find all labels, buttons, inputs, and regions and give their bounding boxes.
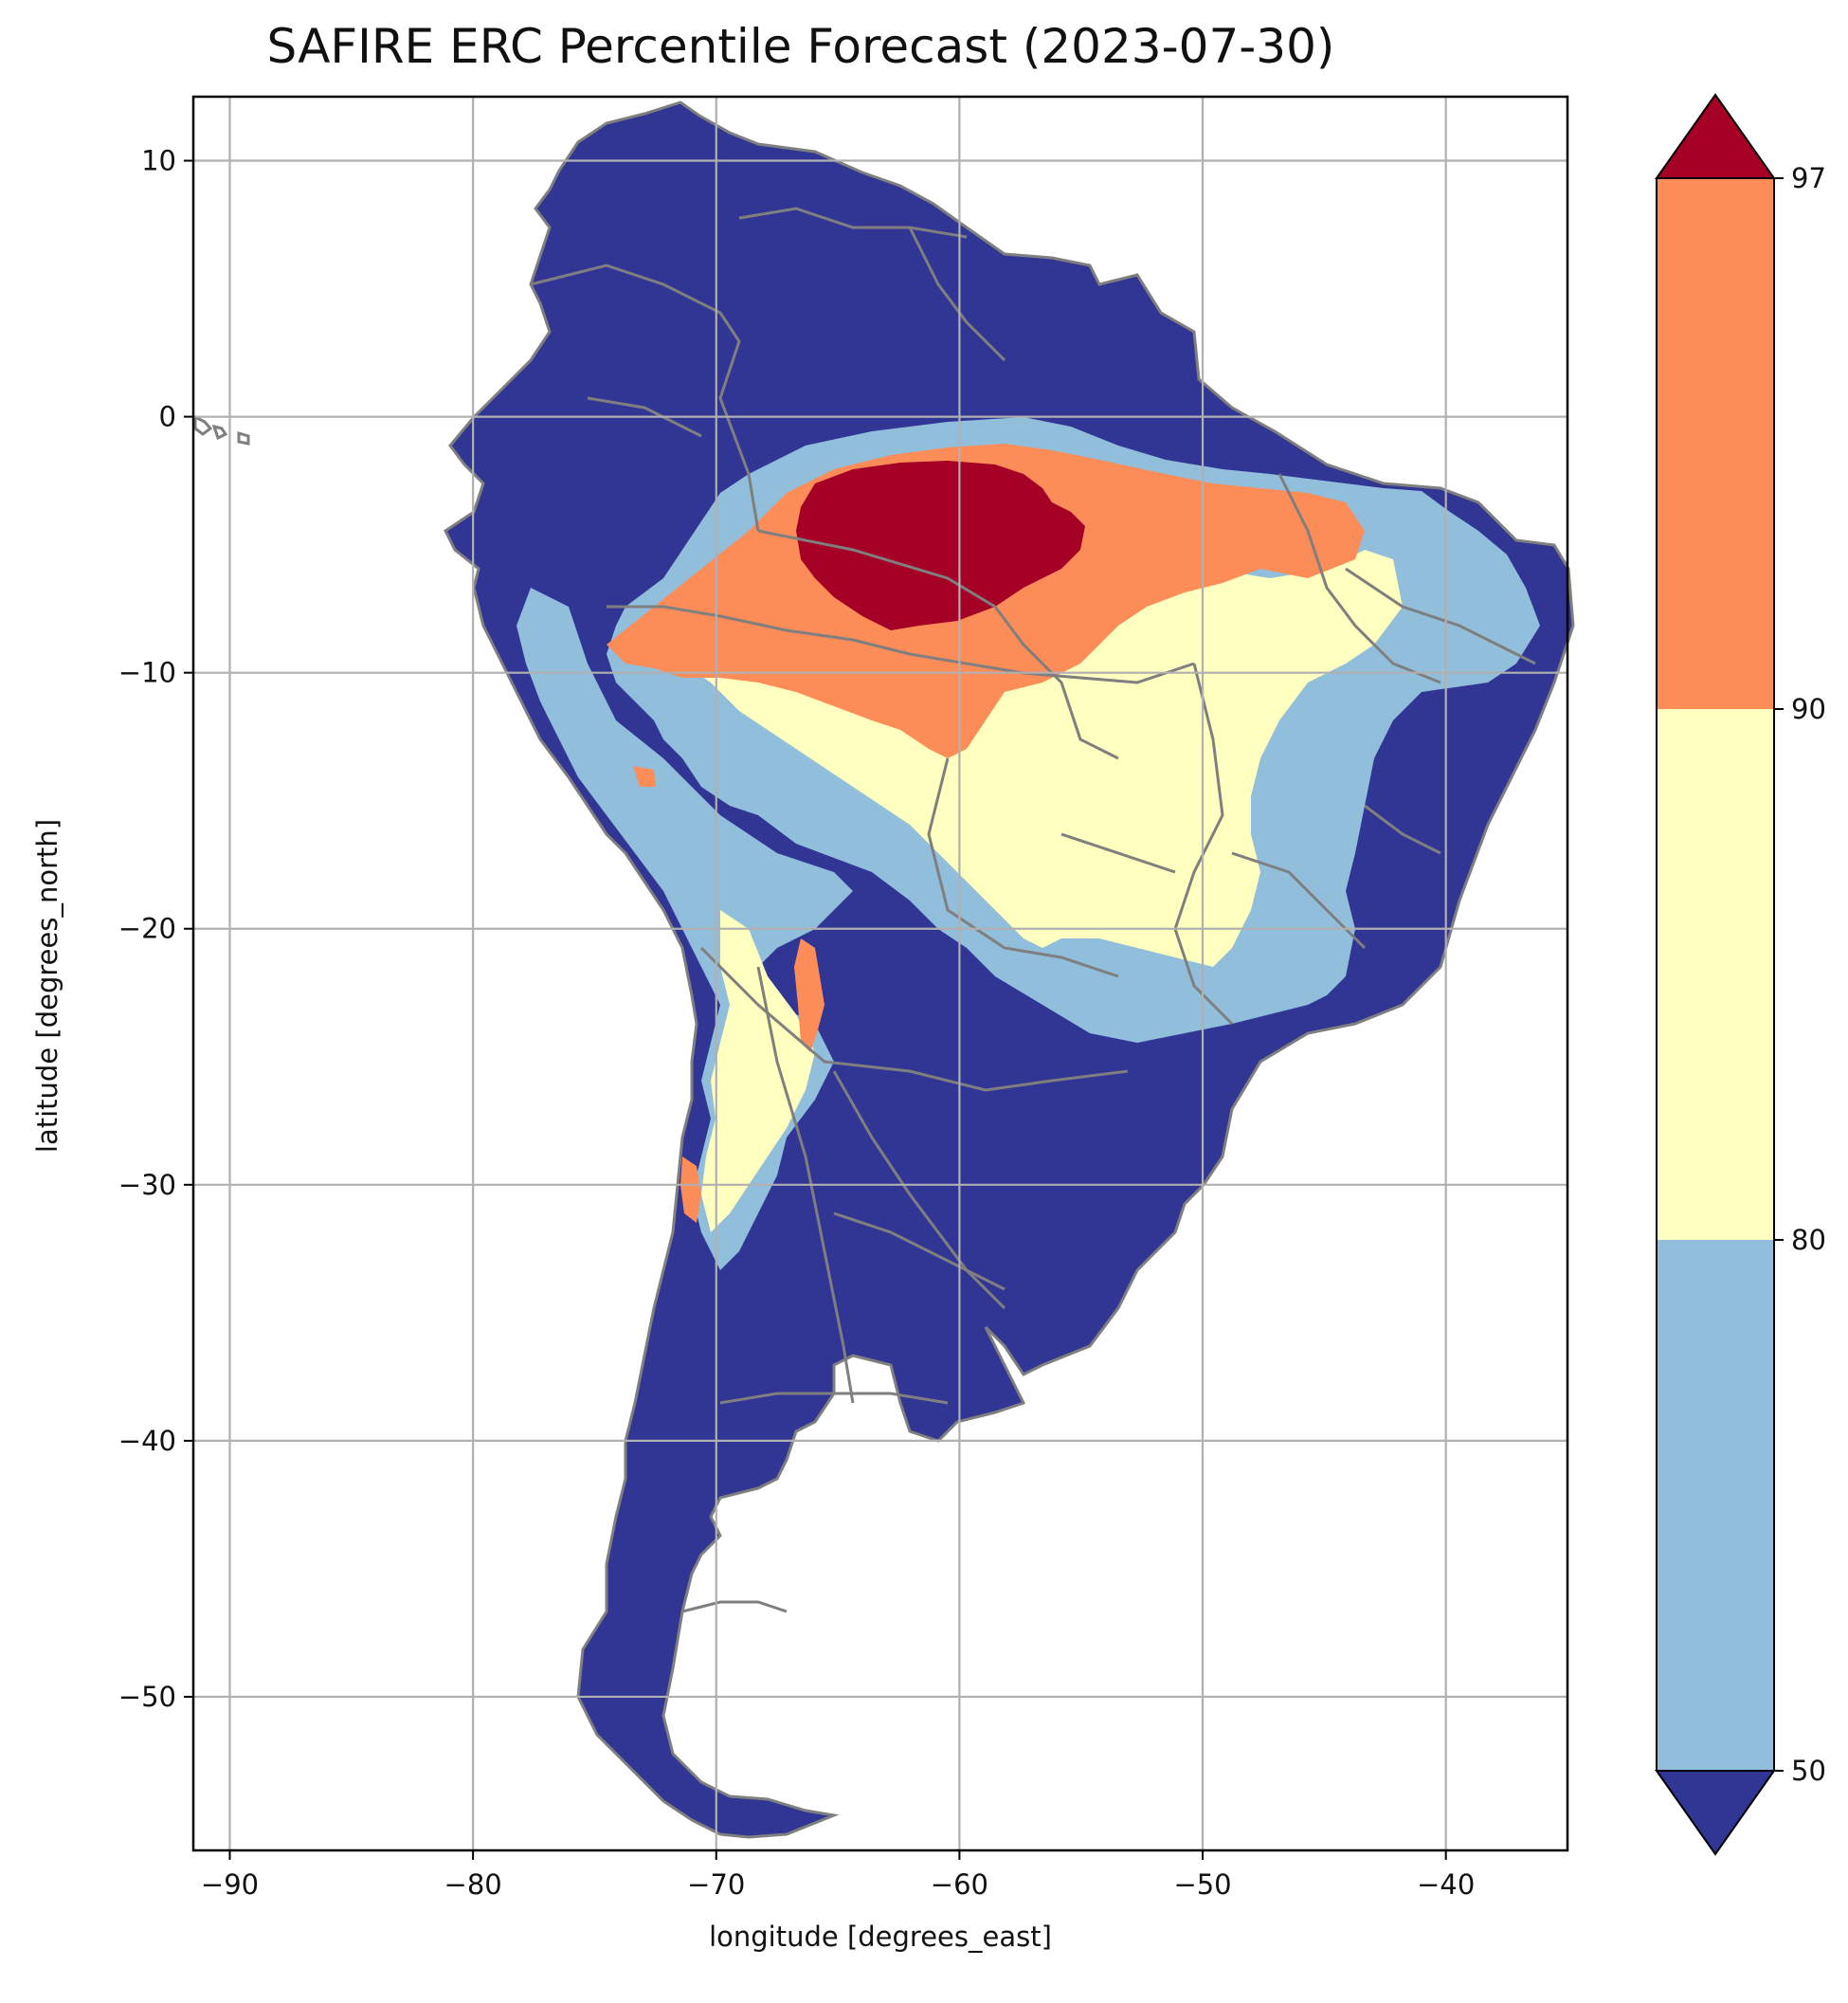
x-tick-label: −80 [444, 1868, 502, 1901]
y-tick-label: −20 [118, 913, 176, 945]
colorbar-extend-bottom [1655, 1770, 1776, 1856]
galapagos-islands [193, 414, 250, 446]
colorbar-bin [1657, 1240, 1774, 1771]
andes-band-80-90 [701, 910, 815, 1232]
x-tick-label: −90 [201, 1868, 259, 1901]
y-tick-label: −30 [118, 1169, 176, 1201]
colorbar-frame [1656, 177, 1775, 1772]
map-title: SAFIRE ERC Percentile Forecast (2023-07-… [266, 19, 1335, 74]
colorbar-tick-label: 90 [1791, 693, 1826, 725]
y-tick-label: −40 [118, 1425, 176, 1457]
band-above-97 [796, 461, 1085, 630]
colorbar-bin [1657, 709, 1774, 1240]
x-tick-label: −50 [1173, 1868, 1231, 1901]
x-tick-label: −60 [931, 1868, 988, 1901]
gridlines [193, 97, 1567, 1850]
colorbar-tick-label: 50 [1791, 1755, 1826, 1787]
colorbar: 50 80 90 97 [1655, 93, 1826, 1856]
axes-frame [191, 95, 1569, 1852]
colorbar-extend-top [1655, 93, 1776, 179]
y-tick-label: −10 [118, 657, 176, 689]
y-tick-label: −50 [118, 1681, 176, 1713]
x-axis-label: longitude [degrees_east] [709, 1921, 1052, 1953]
x-tick-label: −70 [687, 1868, 745, 1901]
y-axis: 10 0 −10 −20 −30 −40 −50 [118, 145, 193, 1713]
y-tick-label: 10 [141, 145, 176, 177]
x-tick-label: −40 [1417, 1868, 1475, 1901]
y-axis-label: latitude [degrees_north] [31, 818, 63, 1154]
y-tick-label: 0 [159, 401, 176, 433]
colorbar-tick-label: 97 [1791, 162, 1826, 194]
x-axis: −90 −80 −70 −60 −50 −40 [201, 1850, 1475, 1901]
colorbar-tick-label: 80 [1791, 1224, 1826, 1256]
colorbar-bin [1657, 178, 1774, 709]
